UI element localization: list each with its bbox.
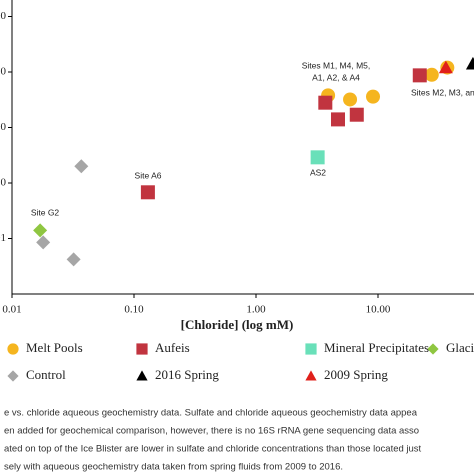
point <box>438 60 453 74</box>
legend-label: Control <box>26 367 66 382</box>
legend-marker <box>305 343 317 355</box>
point <box>412 68 427 83</box>
caption-line: ated on top of the Ice Blister are lower… <box>4 444 422 455</box>
legend-marker <box>136 370 148 381</box>
point <box>66 252 81 267</box>
point <box>349 107 364 122</box>
legend-label: 2009 Spring <box>324 367 388 382</box>
point <box>318 95 333 110</box>
x-tick-label: 0.10 <box>124 304 144 316</box>
point <box>310 150 325 165</box>
caption-line: en added for geochemical comparison, how… <box>4 426 419 437</box>
legend-label: Mineral Precipitates <box>324 340 429 355</box>
point <box>366 89 381 104</box>
caption-line: sely with aqueous geochemistry data take… <box>4 462 343 473</box>
point <box>33 223 48 238</box>
point <box>465 56 474 70</box>
x-tick-label: 1.00 <box>246 304 266 316</box>
legend-label: Melt Pools <box>26 340 83 355</box>
legend-label: 2016 Spring <box>155 367 219 382</box>
point <box>424 67 439 82</box>
point <box>330 112 345 127</box>
annotation: Site A6 <box>135 170 162 180</box>
annotation: AS2 <box>310 167 326 177</box>
legend-marker <box>305 370 317 381</box>
point <box>140 185 155 200</box>
annotation: A1, A2, & A4 <box>312 72 360 82</box>
point <box>36 235 51 250</box>
x-tick-label: 0.01 <box>2 304 21 316</box>
y-tick-label: 0.10 <box>0 177 7 189</box>
point <box>74 159 89 174</box>
legend-label: Glacier <box>446 340 474 355</box>
y-tick-label: 0.01 <box>0 232 6 244</box>
legend-marker <box>7 370 19 382</box>
x-tick-label: 10.00 <box>366 304 391 316</box>
annotation: Sites M2, M3, an <box>411 87 474 97</box>
annotation: Site G2 <box>31 207 60 217</box>
y-tick-label: 100.00 <box>0 10 7 22</box>
legend-marker <box>427 343 439 355</box>
x-axis-label: [Chloride] (log mM) <box>181 317 294 332</box>
legend-label: Aufeis <box>155 340 190 355</box>
y-tick-label: 1.00 <box>0 121 7 133</box>
point <box>343 92 358 107</box>
caption-line: e vs. chloride aqueous geochemistry data… <box>4 408 418 419</box>
legend-marker <box>136 343 148 355</box>
y-tick-label: 10.00 <box>0 66 7 78</box>
legend-marker <box>7 343 19 355</box>
annotation: Sites M1, M4, M5, <box>302 60 371 70</box>
